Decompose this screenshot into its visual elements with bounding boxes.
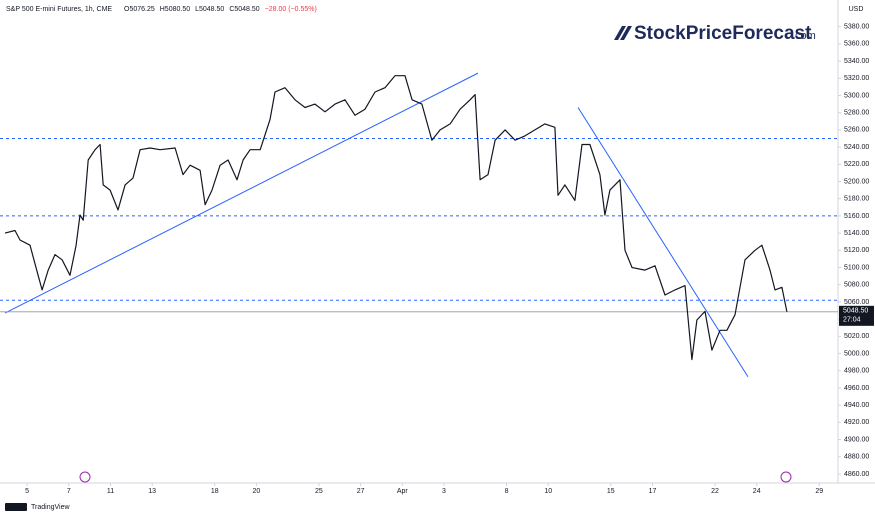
y-tick-label: 5180.00 (844, 196, 869, 203)
header-value: L5048.50 (195, 6, 224, 13)
x-tick-label: 29 (815, 488, 823, 495)
x-tick-label: 11 (107, 488, 114, 495)
y-tick-label: 4980.00 (844, 368, 869, 375)
header-value: C5048.50 (229, 6, 259, 13)
logo-text: StockPriceForecast (634, 23, 812, 44)
y-tick-label: 4860.00 (844, 471, 869, 478)
x-tick-label: 10 (544, 488, 552, 495)
header-values: O5076.25 H5080.50 L5048.50 C5048.50 −28.00 (… (124, 6, 317, 13)
x-tick-label: 25 (315, 488, 323, 495)
y-tick-label: 5160.00 (844, 213, 869, 220)
y-tick-label: 4940.00 (844, 402, 869, 409)
y-tick-label: 5100.00 (844, 264, 869, 271)
x-tick-label: 20 (253, 488, 261, 495)
x-tick-label: 22 (711, 488, 719, 495)
x-tick-label: 18 (211, 488, 219, 495)
y-tick-label: 5380.00 (844, 24, 869, 31)
x-tick-label: Apr (397, 488, 409, 495)
y-tick-label: 4960.00 (844, 385, 869, 392)
countdown: 27:04 (843, 317, 861, 324)
y-tick-label: 5060.00 (844, 299, 869, 306)
price-line (4, 75, 788, 361)
y-tick-label: 5140.00 (844, 230, 869, 237)
y-tick-label: 5120.00 (844, 247, 869, 254)
header-value: H5080.50 (160, 6, 190, 13)
y-tick-label: 5200.00 (844, 178, 869, 185)
y-tick-label: 5280.00 (844, 110, 869, 117)
x-tick-label: 3 (442, 488, 446, 495)
header-value: −28.00 (−0.55%) (265, 6, 317, 13)
logo-suffix: .com (792, 30, 816, 42)
y-tick-label: 5020.00 (844, 333, 869, 340)
x-tick-label: 24 (753, 488, 761, 495)
y-tick-label: 4920.00 (844, 419, 869, 426)
y-tick-label: 5260.00 (844, 127, 869, 134)
y-tick-label: 5320.00 (844, 75, 869, 82)
x-tick-label: 17 (649, 488, 657, 495)
y-tick-label: 5360.00 (844, 41, 869, 48)
event-icon[interactable] (79, 471, 91, 483)
logo-icon (614, 26, 632, 40)
x-tick-label: 7 (67, 488, 71, 495)
x-tick-label: 8 (505, 488, 509, 495)
currency: USD (849, 6, 864, 13)
x-tick-label: 27 (357, 488, 365, 495)
chart-title: S&P 500 E-mini Futures, 1h, CME (6, 6, 112, 13)
y-tick-label: 5340.00 (844, 58, 869, 65)
y-tick-label: 5220.00 (844, 161, 869, 168)
y-tick-label: 5080.00 (844, 282, 869, 289)
x-tick-label: 5 (25, 488, 29, 495)
trend-line (4, 72, 479, 314)
tv-logo (5, 503, 27, 511)
y-tick-label: 5000.00 (844, 350, 869, 357)
event-icon[interactable] (780, 471, 792, 483)
footer: TradingView (31, 504, 70, 511)
x-tick-label: 13 (148, 488, 156, 495)
x-tick-label: 15 (607, 488, 615, 495)
y-tick-label: 4880.00 (844, 454, 869, 461)
y-tick-label: 5300.00 (844, 92, 869, 99)
last-price-tag (839, 305, 874, 326)
last-price-label: 5048.50 (843, 308, 868, 315)
y-tick-label: 4900.00 (844, 436, 869, 443)
logo: StockPriceForecast .com (614, 23, 816, 44)
y-tick-label: 5240.00 (844, 144, 869, 151)
header-value: O5076.25 (124, 6, 155, 13)
plot (0, 72, 838, 378)
